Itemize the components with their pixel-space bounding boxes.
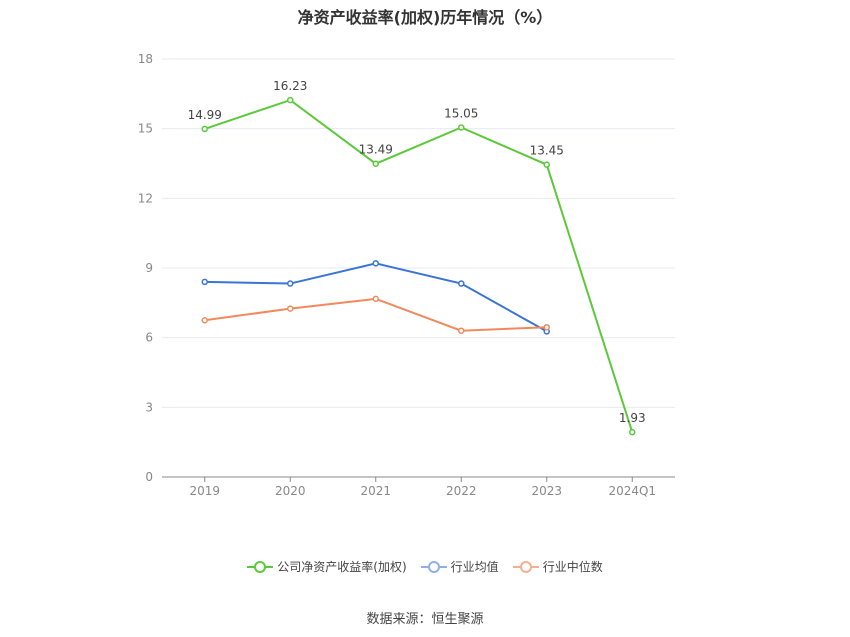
data-label: 13.45: [530, 144, 564, 158]
y-tick-label: 15: [138, 122, 153, 136]
series-lines: [204, 98, 634, 433]
data-point: [458, 327, 465, 334]
x-tick-label: 2019: [189, 484, 220, 498]
legend-label: 行业均值: [450, 560, 499, 574]
data-label: 14.99: [188, 108, 222, 122]
legend-label: 公司净资产收益率(加权): [277, 560, 407, 574]
legend-label: 行业中位数: [542, 560, 603, 574]
data-point: [543, 161, 550, 168]
data-label: 15.05: [444, 107, 478, 121]
chart-title: 净资产收益率(加权)历年情况（%）: [297, 8, 553, 27]
x-axis: 2019 2020 2021 2022 2023 2024Q1: [162, 476, 675, 498]
data-point: [372, 260, 379, 267]
data-point: [287, 305, 294, 312]
legend-marker-icon: [247, 560, 274, 574]
y-tick-label: 12: [138, 191, 153, 205]
data-point: [372, 160, 379, 167]
x-tick-label: 2021: [360, 484, 391, 498]
data-point: [543, 323, 550, 331]
data-source: 数据来源：恒生聚源: [366, 612, 484, 627]
data-point: [287, 280, 294, 287]
data-point: [458, 280, 465, 287]
legend-marker-icon: [512, 560, 539, 574]
x-tick-label: 2020: [275, 484, 306, 498]
data-point: [201, 317, 208, 324]
legend: 公司净资产收益率(加权) 行业均值 行业中位数: [0, 558, 850, 575]
x-tick-label: 2023: [531, 484, 562, 498]
y-axis-ticks: 0 3 6 9 12 15 18: [138, 52, 153, 484]
y-tick-label: 6: [145, 331, 153, 345]
series-points: [201, 96, 636, 436]
legend-item-industry-mean[interactable]: 行业均值: [420, 558, 499, 575]
data-point: [458, 124, 465, 131]
legend-item-company-roe[interactable]: 公司净资产收益率(加权): [247, 558, 407, 575]
y-tick-label: 18: [138, 52, 153, 66]
data-label: 1.93: [619, 411, 646, 425]
data-point: [629, 428, 636, 436]
legend-marker-icon: [420, 560, 447, 574]
x-tick-label: 2024Q1: [608, 484, 656, 498]
legend-item-industry-median[interactable]: 行业中位数: [512, 558, 603, 575]
data-labels: 14.99 16.23 13.49 15.05 13.45 1.93: [188, 79, 646, 425]
data-label: 16.23: [273, 79, 307, 93]
data-point: [287, 96, 294, 104]
y-tick-label: 3: [145, 400, 153, 414]
data-point: [201, 278, 208, 286]
x-tick-label: 2022: [446, 484, 477, 498]
series-line: [204, 98, 634, 433]
data-point: [372, 295, 379, 303]
y-tick-label: 9: [145, 261, 153, 275]
data-point: [201, 125, 208, 133]
data-label: 13.49: [359, 143, 393, 157]
y-tick-label: 0: [145, 470, 153, 484]
grid-lines: [162, 58, 675, 408]
